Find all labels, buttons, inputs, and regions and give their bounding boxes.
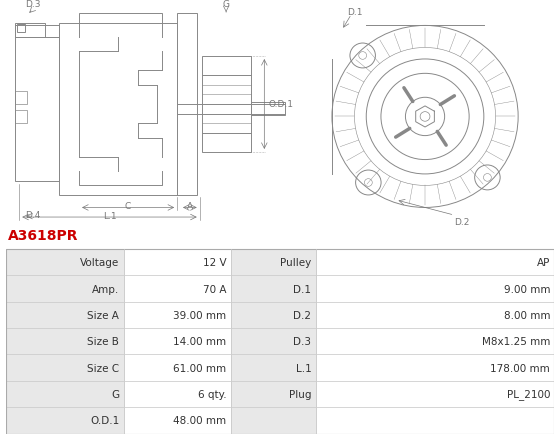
Bar <box>250 103 285 116</box>
Text: O.D.1: O.D.1 <box>90 416 119 425</box>
Text: O.D.1: O.D.1 <box>268 100 293 109</box>
Text: Size A: Size A <box>87 310 119 320</box>
Bar <box>124 407 231 434</box>
Bar <box>316 302 554 328</box>
Bar <box>6 355 124 381</box>
Text: 61.00 mm: 61.00 mm <box>173 363 226 373</box>
Text: L.1: L.1 <box>102 212 116 220</box>
Bar <box>17 25 25 33</box>
Bar <box>124 302 231 328</box>
Text: 6 qty.: 6 qty. <box>198 389 226 399</box>
Bar <box>202 57 250 152</box>
Bar <box>15 110 27 124</box>
Bar <box>231 355 316 381</box>
Text: A3618PR: A3618PR <box>8 229 79 242</box>
Bar <box>316 276 554 302</box>
Bar <box>6 381 124 407</box>
Bar <box>6 249 124 276</box>
Bar <box>231 249 316 276</box>
Text: D.3: D.3 <box>25 0 41 9</box>
Bar <box>231 302 316 328</box>
Bar <box>6 249 554 434</box>
Bar <box>316 328 554 355</box>
Bar <box>15 24 45 38</box>
Text: Size C: Size C <box>87 363 119 373</box>
Text: AP: AP <box>536 258 550 268</box>
Bar <box>231 381 316 407</box>
Bar <box>15 92 27 105</box>
Text: Size B: Size B <box>87 336 119 346</box>
Text: D.3: D.3 <box>293 336 311 346</box>
Bar <box>124 249 231 276</box>
Bar <box>316 407 554 434</box>
Bar <box>231 407 316 434</box>
Bar <box>316 381 554 407</box>
Text: Plug: Plug <box>289 389 311 399</box>
Bar <box>6 407 124 434</box>
Text: D.2: D.2 <box>293 310 311 320</box>
Text: 39.00 mm: 39.00 mm <box>173 310 226 320</box>
Text: 48.00 mm: 48.00 mm <box>173 416 226 425</box>
Bar <box>6 276 124 302</box>
Text: 8.00 mm: 8.00 mm <box>503 310 550 320</box>
Text: Voltage: Voltage <box>80 258 119 268</box>
Bar <box>6 302 124 328</box>
Bar <box>6 328 124 355</box>
Text: A: A <box>187 202 193 211</box>
Text: Amp.: Amp. <box>92 284 119 294</box>
Text: M8x1.25 mm: M8x1.25 mm <box>482 336 550 346</box>
Text: D.1: D.1 <box>347 7 362 17</box>
Text: 14.00 mm: 14.00 mm <box>173 336 226 346</box>
Text: 178.00 mm: 178.00 mm <box>490 363 550 373</box>
Text: D.4: D.4 <box>25 211 41 219</box>
Bar <box>231 328 316 355</box>
Text: D.2: D.2 <box>454 218 470 226</box>
Bar <box>316 355 554 381</box>
Bar <box>124 276 231 302</box>
Bar <box>124 328 231 355</box>
Text: 12 V: 12 V <box>203 258 226 268</box>
Text: L.1: L.1 <box>296 363 311 373</box>
Text: PL_2100: PL_2100 <box>506 389 550 399</box>
Bar <box>124 381 231 407</box>
Bar <box>316 249 554 276</box>
Text: G: G <box>111 389 119 399</box>
Text: C: C <box>125 202 131 211</box>
Bar <box>124 355 231 381</box>
Bar <box>231 276 316 302</box>
Bar <box>15 26 59 38</box>
Text: G: G <box>222 0 230 9</box>
Text: 9.00 mm: 9.00 mm <box>503 284 550 294</box>
Text: D.1: D.1 <box>293 284 311 294</box>
Text: 70 A: 70 A <box>203 284 226 294</box>
Text: Pulley: Pulley <box>280 258 311 268</box>
